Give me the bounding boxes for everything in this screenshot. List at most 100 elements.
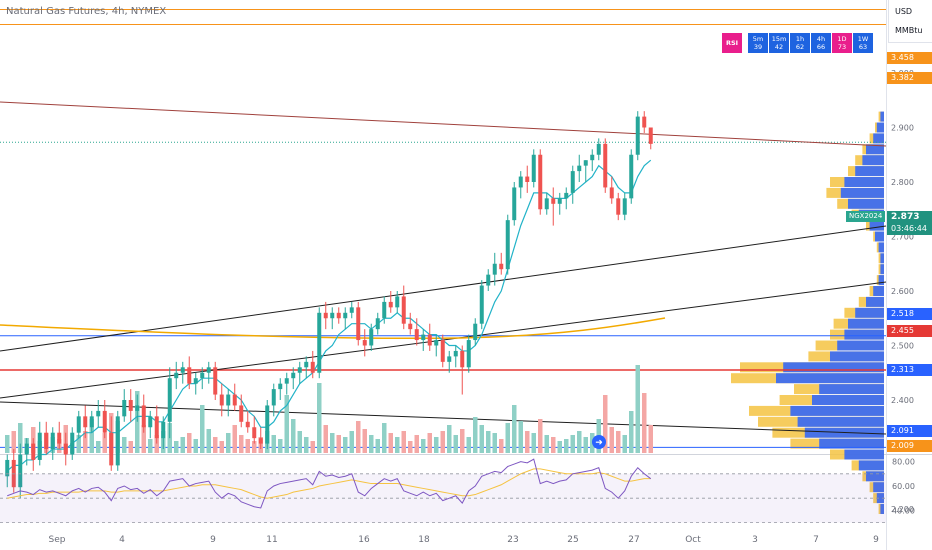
volume-bar <box>141 425 146 453</box>
candle-body <box>395 296 400 308</box>
rsi-cell-4h: 4h 66 <box>811 33 831 53</box>
candle-body <box>343 312 348 319</box>
volume-bar <box>180 437 185 453</box>
volume-bar <box>278 439 283 453</box>
candle-body <box>479 285 484 324</box>
volume-bar <box>505 423 510 453</box>
currency-label[interactable]: USD <box>895 7 913 16</box>
candle-body <box>128 400 133 411</box>
volume-bar <box>629 411 634 453</box>
time-tick-label: 18 <box>418 535 430 545</box>
arrow-right-circle-icon[interactable]: ➜ <box>592 435 606 449</box>
volume-bar <box>323 425 328 453</box>
candle-body <box>96 410 101 417</box>
volume-bar <box>421 439 426 453</box>
volume-bar <box>577 431 582 453</box>
candle-body <box>362 340 367 346</box>
volume-bar <box>512 405 517 453</box>
candle-body <box>161 421 166 439</box>
volume-bar <box>492 433 497 453</box>
volume-profile-down-bar <box>819 438 884 449</box>
candle-body <box>408 323 413 330</box>
candle-body <box>304 361 309 368</box>
candle-body <box>265 405 270 444</box>
volume-bar <box>538 419 543 453</box>
candle-body <box>141 405 146 428</box>
bar-countdown: 03:46:44 <box>891 224 927 233</box>
volume-bar <box>648 425 653 453</box>
volume-bar <box>460 429 465 453</box>
time-axis[interactable]: Sep 4 9 11 16 18 23 25 27 Oct 3 7 9 <box>49 535 880 545</box>
candle-body <box>369 329 374 346</box>
volume-profile-down-bar <box>783 362 884 373</box>
volume-bar <box>297 431 302 453</box>
volume-bar <box>609 427 614 453</box>
volume-bar <box>531 433 536 453</box>
volume-bar <box>343 437 348 453</box>
volume-bar <box>291 419 296 453</box>
candle-body <box>544 198 549 210</box>
volume-bar <box>102 433 107 453</box>
volume-profile-down-bar <box>876 122 884 133</box>
volume-bar <box>557 441 562 453</box>
rsi-cell-5m: 5m 39 <box>748 33 768 53</box>
volume-bar <box>206 429 211 453</box>
volume-bar <box>401 431 406 453</box>
volume-bar <box>96 441 101 453</box>
candle-body <box>291 372 296 379</box>
trendline <box>0 401 887 435</box>
candle-body <box>349 307 354 313</box>
volume-bar <box>525 431 530 453</box>
rsi-pane[interactable]: 80.00 60.00 40.00 <box>0 458 915 523</box>
price-tick-label: 2.400 <box>891 396 914 405</box>
volume-bar <box>616 431 621 453</box>
level-tag-2455: 2.455 <box>887 325 932 337</box>
candle-body <box>505 220 510 270</box>
volume-bar <box>453 435 458 453</box>
volume-profile-down-bar <box>880 264 884 275</box>
candle-body <box>115 416 120 466</box>
candle-body <box>50 432 55 450</box>
volume-bar <box>499 439 504 453</box>
rsi-tick-label: 40.00 <box>892 506 915 515</box>
candle-body <box>622 198 627 215</box>
volume-bar <box>11 431 16 453</box>
candle-body <box>122 400 127 417</box>
trendline <box>0 225 887 352</box>
volume-bar <box>603 395 608 453</box>
volume-profile-down-bar <box>790 405 884 416</box>
time-tick-label: 27 <box>628 535 639 545</box>
candle-body <box>525 176 530 182</box>
candle-body <box>336 312 341 319</box>
volume-bar <box>239 435 244 453</box>
unit-label[interactable]: MMBtu <box>895 26 923 35</box>
volume-profile-down-bar <box>848 318 884 329</box>
candle-body <box>323 312 328 319</box>
volume-bar <box>317 383 322 453</box>
volume-profile-down-bar <box>876 493 884 504</box>
time-tick-label: 9 <box>873 535 879 545</box>
candle-body <box>512 187 517 221</box>
candle-body <box>206 367 211 373</box>
volume-bar <box>382 423 387 453</box>
candle-body <box>518 176 523 188</box>
unit-selector[interactable]: USD MMBtu <box>888 0 932 43</box>
volume-bar <box>304 437 309 453</box>
candle-body <box>89 416 94 428</box>
candle-body <box>297 367 302 373</box>
volume-bar <box>375 439 380 453</box>
volume-profile-down-bar <box>819 384 884 395</box>
candle-body <box>564 192 569 199</box>
last-price: 2.873 <box>891 212 920 222</box>
volume-profile-down-bar <box>840 187 884 198</box>
candle-body <box>5 459 10 477</box>
candle-body <box>375 318 380 330</box>
volume-bar <box>362 429 367 453</box>
time-tick-label: 23 <box>507 535 518 545</box>
volume-profile-down-bar <box>844 177 884 187</box>
multi-timeframe-rsi-panel: RSI 5m 39 15m 42 1h 62 4h 66 1D 73 1W 63 <box>722 33 873 53</box>
time-tick-label: 16 <box>358 535 370 545</box>
candle-body <box>642 116 647 128</box>
candle-body <box>278 383 283 390</box>
